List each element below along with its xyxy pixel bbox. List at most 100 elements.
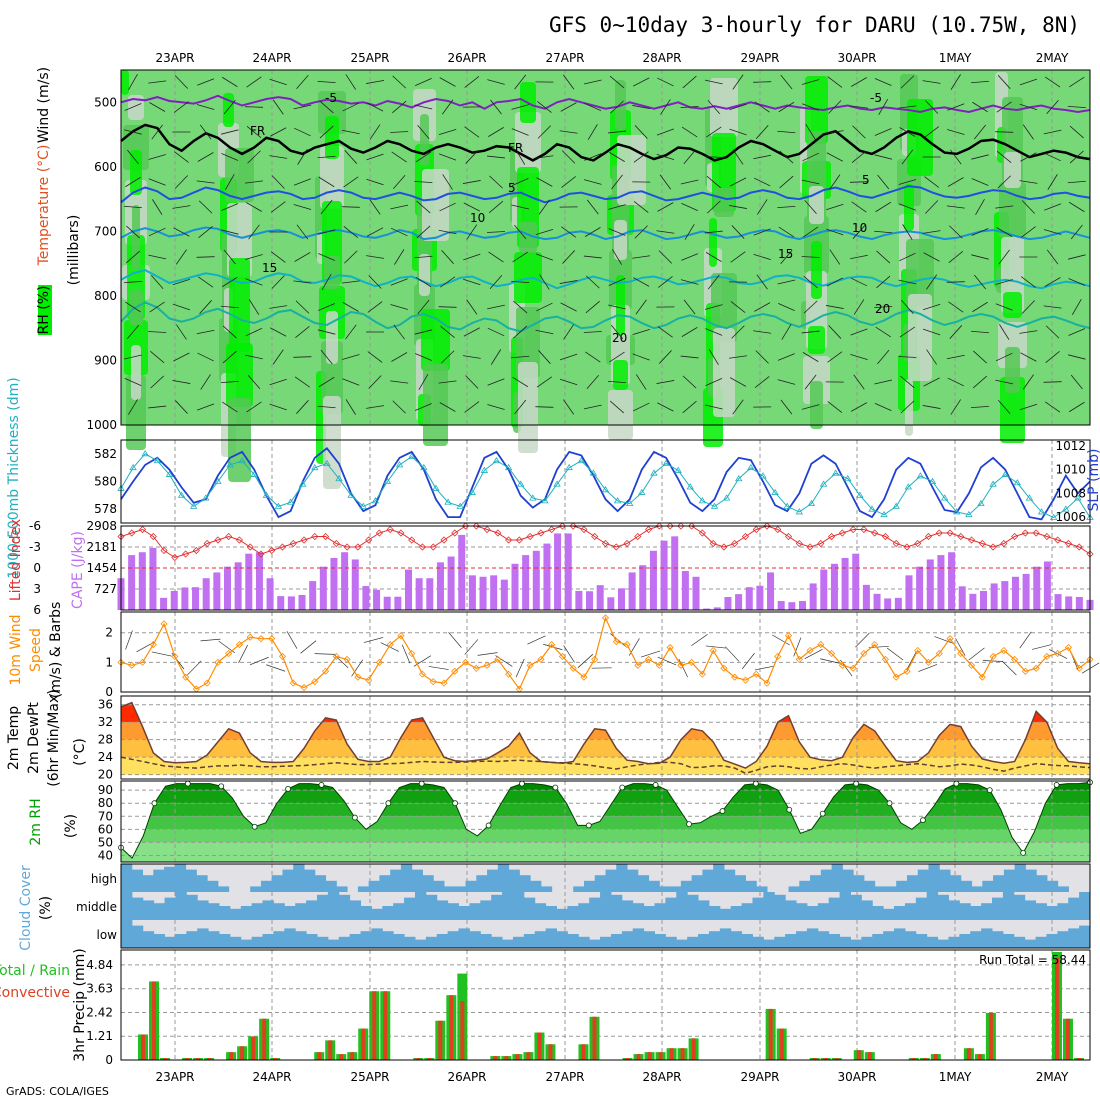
lifted-index-marker [871, 529, 879, 537]
wind-barb-upper [342, 302, 359, 312]
wind-barb-upper [923, 252, 940, 262]
wind-ytick-1: 1 [105, 655, 113, 669]
wind-barb-upper [344, 150, 358, 164]
lifted-index-marker [881, 532, 889, 541]
wind-barb-upper [926, 274, 938, 290]
wind-barb-upper [656, 153, 675, 161]
wind-speed-marker [214, 658, 222, 666]
cape-bar [458, 534, 466, 610]
lifted-index-marker [601, 539, 610, 548]
wind-barb-10m [151, 651, 172, 657]
wind-barb-upper [682, 375, 697, 389]
cape-bar [202, 578, 210, 610]
wind-barb-upper [1019, 403, 1038, 411]
cape-bar [223, 566, 231, 610]
wind-barb-upper [535, 253, 553, 261]
wind-barb-upper [562, 250, 576, 264]
rh-patch-88 [905, 379, 913, 436]
cloud-bar-middle [371, 908, 383, 920]
cape-ytick-0: 727 [94, 582, 117, 596]
wind-barb-upper [632, 77, 650, 87]
cape-bar [341, 552, 349, 610]
rh-patch-82 [323, 396, 341, 489]
cloud-bar-middle [512, 892, 525, 920]
wind-speed-marker [182, 673, 190, 681]
thickness-marker [722, 494, 731, 501]
wind-barb-upper [538, 199, 551, 215]
wind-barb-upper [850, 402, 868, 412]
wind-barb-upper [1020, 352, 1037, 362]
lifted-index-marker [505, 536, 513, 544]
wind-speed-marker [1000, 646, 1008, 655]
cloud-bar-high [444, 886, 456, 892]
thickness-marker [1062, 505, 1070, 512]
cloud-bar-low [567, 934, 579, 948]
lifted-index-marker [838, 529, 846, 537]
wind-barb-upper [246, 76, 262, 88]
lifted-index-marker [451, 529, 459, 537]
wind-barb-upper [875, 326, 891, 338]
wind-speed-marker [429, 678, 437, 686]
wind-barb-upper [248, 299, 260, 315]
wind-barb-upper [973, 350, 987, 364]
precip-convective-bar [383, 991, 388, 1060]
cape-bar [809, 583, 817, 610]
lifted-index-marker [332, 539, 340, 548]
thickness-ylabel: 1000-500mb Thickness (dm) [6, 377, 22, 578]
wind-barb-upper [246, 126, 262, 138]
thickness-marker [456, 502, 464, 509]
wind-barb-upper [394, 249, 405, 265]
cape-bar [1022, 573, 1030, 610]
wind-barb-upper [803, 275, 818, 289]
wind-speed-marker [548, 641, 556, 649]
thickness-marker [141, 450, 149, 457]
wind-barb-upper [172, 205, 191, 209]
wind-barb-upper [220, 380, 239, 384]
wind-barb-upper [366, 255, 384, 259]
wind-barb-upper [704, 230, 723, 234]
wind-barb-upper [1044, 152, 1061, 162]
wind-barb-upper [173, 151, 189, 163]
wind-speed-marker [914, 646, 922, 655]
wind-barb-10m [1001, 660, 1017, 676]
cloud-bar-low [894, 928, 906, 948]
wind-barb-upper [680, 179, 699, 185]
wind-barb-upper [657, 402, 674, 412]
precip-convective-bar [658, 1052, 663, 1060]
wind-barb-upper [949, 225, 963, 239]
cape-bar [245, 553, 253, 610]
cloud-bar-low [349, 934, 362, 948]
precip-convective-bar [493, 1056, 498, 1060]
wind-barb-upper [297, 149, 308, 165]
wind-barb-upper [825, 305, 844, 309]
rh2m-marker [719, 808, 726, 814]
cape-bar [170, 590, 178, 610]
wind-barb-upper [658, 276, 673, 288]
precip-convective-bar [207, 1058, 212, 1060]
wind-barb-upper [946, 354, 965, 360]
wind-barb-upper [682, 400, 697, 414]
wind-barb-upper [730, 301, 746, 313]
thickness-marker [347, 491, 355, 498]
wind-barb-upper [632, 328, 650, 336]
cloud-bar-middle [567, 906, 579, 920]
cloud-bar-middle [948, 900, 960, 920]
wind-speed-marker [935, 649, 943, 658]
wind-barb-upper [971, 228, 989, 236]
lifted-index-marker [817, 539, 825, 548]
wind-barb-upper [974, 124, 986, 140]
cape-bar [926, 559, 934, 610]
wind-speed-marker [709, 646, 717, 655]
wind-barb-upper [462, 355, 481, 359]
wind-barb-upper [874, 154, 893, 160]
wind-barb-upper [708, 349, 719, 365]
lifted-index-marker [375, 529, 383, 537]
wind-barb-10m [448, 632, 462, 648]
wind-barb-upper [200, 374, 211, 390]
rh-patch-93 [421, 309, 450, 371]
wind-barb-upper [729, 355, 747, 359]
wind-barb-upper [853, 374, 865, 390]
wind-barb-upper [729, 103, 747, 111]
wind-barb-upper [222, 401, 238, 413]
wind-barb-upper [393, 324, 405, 340]
